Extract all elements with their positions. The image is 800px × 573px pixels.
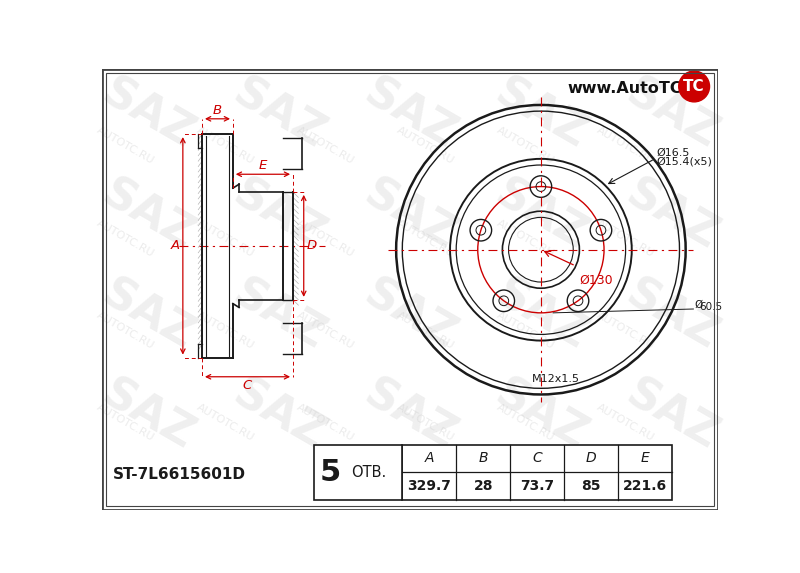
Text: www.AutoTC.ru: www.AutoTC.ru	[567, 81, 707, 96]
Text: AUTOTC.RU: AUTOTC.RU	[295, 218, 356, 258]
Text: 85: 85	[581, 479, 601, 493]
Text: SAZ: SAZ	[618, 72, 726, 158]
Text: Ø16.5: Ø16.5	[656, 147, 690, 158]
Text: Ø15.4(x5): Ø15.4(x5)	[656, 156, 712, 167]
Text: SAZ: SAZ	[94, 72, 202, 158]
Text: 28: 28	[474, 479, 493, 493]
Text: ST-7L6615601D: ST-7L6615601D	[113, 467, 246, 482]
Text: ОТВ.: ОТВ.	[351, 465, 387, 480]
Text: 73.7: 73.7	[520, 479, 554, 493]
Text: A: A	[170, 240, 180, 252]
Text: AUTOTC.RU: AUTOTC.RU	[595, 125, 656, 166]
Text: SAZ: SAZ	[487, 372, 594, 458]
Text: Ø: Ø	[694, 299, 702, 309]
Text: AUTOTC.RU: AUTOTC.RU	[94, 218, 155, 258]
Text: SAZ: SAZ	[226, 172, 333, 258]
Text: AUTOTC.RU: AUTOTC.RU	[194, 310, 256, 351]
Text: Ø130: Ø130	[580, 274, 614, 286]
Text: AUTOTC.RU: AUTOTC.RU	[194, 125, 256, 166]
Text: AUTOTC.RU: AUTOTC.RU	[395, 402, 456, 444]
Text: C: C	[532, 452, 542, 465]
Text: SAZ: SAZ	[226, 272, 333, 359]
Text: AUTOTC.RU: AUTOTC.RU	[194, 218, 256, 258]
Text: E: E	[258, 159, 267, 172]
Text: AUTOTC.RU: AUTOTC.RU	[595, 310, 656, 351]
Text: E: E	[641, 452, 650, 465]
Text: SAZ: SAZ	[357, 72, 463, 158]
Text: SAZ: SAZ	[94, 272, 202, 359]
Text: AUTOTC.RU: AUTOTC.RU	[295, 310, 356, 351]
Text: B: B	[478, 452, 488, 465]
Text: AUTOTC.RU: AUTOTC.RU	[94, 125, 155, 166]
Bar	[314, 445, 402, 500]
Text: 329.7: 329.7	[407, 479, 451, 493]
Text: SAZ: SAZ	[487, 72, 594, 158]
Text: AUTOTC.RU: AUTOTC.RU	[595, 218, 656, 258]
Circle shape	[678, 71, 710, 102]
Text: TC: TC	[683, 79, 705, 94]
Text: AUTOTC.RU: AUTOTC.RU	[495, 125, 556, 166]
Text: AUTOTC.RU: AUTOTC.RU	[194, 402, 256, 444]
Text: SAZ: SAZ	[357, 172, 463, 258]
Bar	[402, 445, 672, 500]
Text: 5: 5	[320, 458, 342, 486]
Text: C: C	[243, 379, 252, 392]
Text: AUTOTC.RU: AUTOTC.RU	[94, 310, 155, 351]
Text: AUTOTC.RU: AUTOTC.RU	[295, 402, 356, 444]
Text: SAZ: SAZ	[618, 372, 726, 458]
Text: 221.6: 221.6	[622, 479, 667, 493]
Text: SAZ: SAZ	[94, 172, 202, 258]
Text: AUTOTC.RU: AUTOTC.RU	[495, 218, 556, 258]
Text: AUTOTC.RU: AUTOTC.RU	[94, 402, 155, 444]
Text: AUTOTC.RU: AUTOTC.RU	[395, 310, 456, 351]
Text: SAZ: SAZ	[357, 272, 463, 359]
Text: AUTOTC.RU: AUTOTC.RU	[395, 125, 456, 166]
Text: SAZ: SAZ	[487, 272, 594, 359]
Text: AUTOTC.RU: AUTOTC.RU	[495, 402, 556, 444]
Text: AUTOTC.RU: AUTOTC.RU	[295, 125, 356, 166]
Text: SAZ: SAZ	[618, 272, 726, 359]
Text: D: D	[306, 240, 317, 252]
Text: SAZ: SAZ	[226, 372, 333, 458]
Text: M12x1.5: M12x1.5	[532, 374, 580, 384]
Text: SAZ: SAZ	[226, 72, 333, 158]
Text: AUTOTC.RU: AUTOTC.RU	[495, 310, 556, 351]
Text: SAZ: SAZ	[487, 172, 594, 258]
Text: SAZ: SAZ	[618, 172, 726, 258]
Text: SAZ: SAZ	[94, 372, 202, 458]
Text: D: D	[586, 452, 596, 465]
Text: 60.5: 60.5	[699, 303, 722, 312]
Text: AUTOTC.RU: AUTOTC.RU	[395, 218, 456, 258]
Text: SAZ: SAZ	[357, 372, 463, 458]
Text: B: B	[213, 104, 222, 117]
Text: A: A	[425, 452, 434, 465]
Text: AUTOTC.RU: AUTOTC.RU	[595, 402, 656, 444]
